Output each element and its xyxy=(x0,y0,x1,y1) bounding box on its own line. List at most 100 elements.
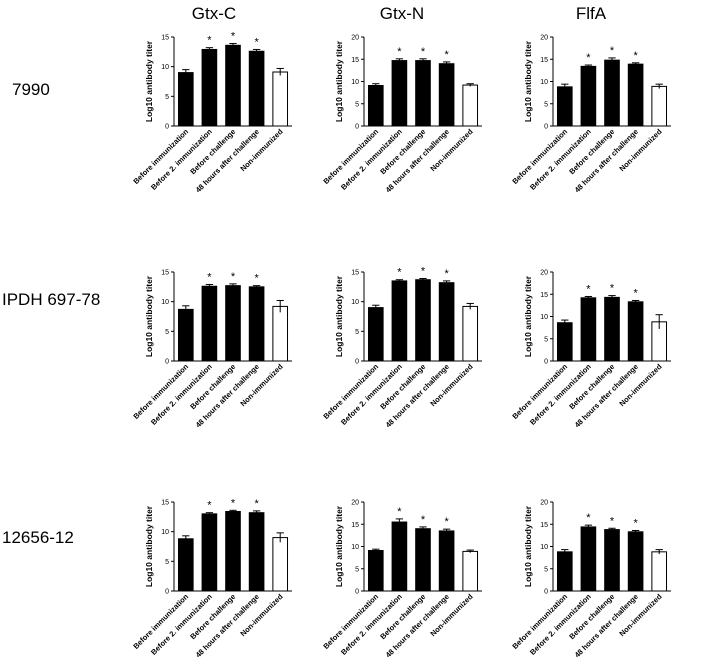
bar xyxy=(462,84,479,127)
bar xyxy=(367,550,384,592)
significance-star: * xyxy=(610,45,615,57)
significance-star: * xyxy=(421,266,426,278)
y-tick-label: 15 xyxy=(161,270,169,277)
significance-star: * xyxy=(633,50,638,62)
y-tick-label: 5 xyxy=(165,94,169,101)
significance-star: * xyxy=(207,271,212,283)
significance-star: * xyxy=(254,273,259,285)
significance-star: * xyxy=(231,31,236,43)
category-label: Non-immunized xyxy=(238,127,284,173)
y-axis-label: Log10 antibody titer xyxy=(334,275,344,357)
column-title-gtx-c: Gtx-C xyxy=(192,4,236,23)
bar xyxy=(438,530,455,592)
y-tick-label: 10 xyxy=(540,79,548,86)
bar xyxy=(651,85,668,127)
y-tick-label: 5 xyxy=(355,329,359,336)
bar xyxy=(604,529,620,592)
bar xyxy=(272,305,289,362)
bar xyxy=(248,50,265,127)
y-axis-label: Log10 antibody titer xyxy=(523,275,533,357)
y-tick-label: 0 xyxy=(544,589,548,596)
y-tick-label: 0 xyxy=(544,124,548,131)
y-tick-label: 15 xyxy=(351,57,359,64)
y-tick-label: 0 xyxy=(165,589,169,596)
y-tick-label: 20 xyxy=(540,35,548,42)
y-tick-label: 15 xyxy=(161,500,169,507)
bar xyxy=(391,280,408,362)
significance-star: * xyxy=(610,515,615,527)
y-tick-label: 5 xyxy=(165,329,169,336)
significance-star: * xyxy=(397,267,402,279)
y-tick-label: 5 xyxy=(544,566,548,573)
significance-star: * xyxy=(586,52,591,64)
significance-star: * xyxy=(421,514,426,526)
y-tick-label: 20 xyxy=(351,500,359,507)
bar xyxy=(367,85,384,127)
row-label-12656-12: 12656-12 xyxy=(2,528,74,547)
bar xyxy=(272,71,289,127)
bar xyxy=(391,521,408,592)
row-label-ipdh-697-78: IPDH 697-78 xyxy=(2,290,100,309)
y-tick-label: 5 xyxy=(355,101,359,108)
category-label: Non-immunized xyxy=(428,127,474,173)
bar xyxy=(177,538,194,592)
category-label: Non-immunized xyxy=(238,362,284,408)
bar xyxy=(248,512,265,592)
y-tick-label: 15 xyxy=(540,292,548,299)
y-tick-label: 15 xyxy=(351,270,359,277)
y-axis-label: Log10 antibody titer xyxy=(144,275,154,357)
y-axis-label: Log10 antibody titer xyxy=(334,505,344,587)
bar xyxy=(272,537,289,592)
bar xyxy=(225,285,241,362)
bar xyxy=(580,297,597,362)
column-title-flfa: FlfA xyxy=(576,4,607,23)
y-tick-label: 15 xyxy=(351,522,359,529)
y-tick-label: 5 xyxy=(165,559,169,566)
y-tick-label: 10 xyxy=(540,544,548,551)
column-title-gtx-n: Gtx-N xyxy=(380,4,424,23)
y-tick-label: 0 xyxy=(165,359,169,366)
y-axis-label: Log10 antibody titer xyxy=(523,505,533,587)
bar xyxy=(556,86,573,127)
y-tick-label: 10 xyxy=(161,299,169,306)
significance-star: * xyxy=(207,35,212,47)
bar xyxy=(201,48,218,127)
bar xyxy=(201,285,218,362)
bar xyxy=(415,279,431,362)
y-axis-label: Log10 antibody titer xyxy=(144,40,154,122)
significance-star: * xyxy=(397,506,402,518)
bar xyxy=(580,65,597,127)
y-tick-label: 5 xyxy=(355,566,359,573)
significance-star: * xyxy=(207,500,212,512)
bar xyxy=(627,63,644,127)
y-tick-label: 20 xyxy=(351,35,359,42)
y-tick-label: 15 xyxy=(161,35,169,42)
y-axis-label: Log10 antibody titer xyxy=(334,40,344,122)
bar xyxy=(248,286,265,362)
bar xyxy=(627,531,644,592)
y-tick-label: 5 xyxy=(544,101,548,108)
y-tick-label: 15 xyxy=(540,522,548,529)
bar xyxy=(556,322,573,362)
y-tick-label: 0 xyxy=(544,359,548,366)
y-tick-label: 10 xyxy=(351,299,359,306)
significance-star: * xyxy=(397,46,402,58)
significance-star: * xyxy=(586,512,591,524)
category-label: Non-immunized xyxy=(428,362,474,408)
significance-star: * xyxy=(586,283,591,295)
significance-star: * xyxy=(231,497,236,509)
bar xyxy=(556,551,573,592)
significance-star: * xyxy=(610,283,615,295)
bar xyxy=(604,296,620,362)
bar xyxy=(225,44,241,127)
y-tick-label: 0 xyxy=(355,359,359,366)
y-tick-label: 0 xyxy=(355,124,359,131)
